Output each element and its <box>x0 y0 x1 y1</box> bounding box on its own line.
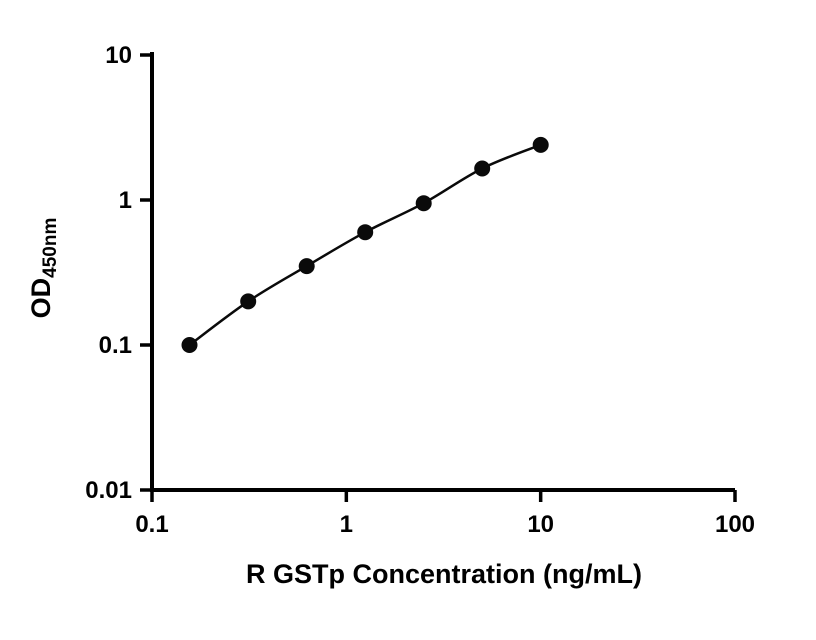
data-point-marker <box>181 337 198 353</box>
standard-curve-line <box>188 143 542 347</box>
x-tick-label: 100 <box>715 511 755 538</box>
y-axis-label: OD450nm <box>26 218 61 319</box>
x-tick-label: 0.1 <box>135 511 168 538</box>
data-point-marker <box>474 160 491 177</box>
data-point-marker <box>357 224 374 241</box>
data-point-marker <box>240 293 257 310</box>
y-axis-label-subscript: 450nm <box>40 218 61 278</box>
x-tick-label: 10 <box>527 511 554 538</box>
data-point-marker <box>415 195 432 212</box>
x-axis-label: R GSTp Concentration (ng/mL) <box>246 559 642 589</box>
y-tick-label: 1 <box>119 187 132 214</box>
data-point-marker <box>532 136 549 153</box>
y-axis-label-main: OD <box>26 278 56 319</box>
x-tick-label: 1 <box>340 511 353 538</box>
y-tick-label: 0.1 <box>99 332 132 359</box>
y-tick-label: 0.01 <box>85 477 132 504</box>
axis-spines <box>150 52 735 492</box>
y-tick-label: 10 <box>105 42 132 69</box>
data-point-marker <box>298 258 315 275</box>
series-layer <box>181 136 549 353</box>
